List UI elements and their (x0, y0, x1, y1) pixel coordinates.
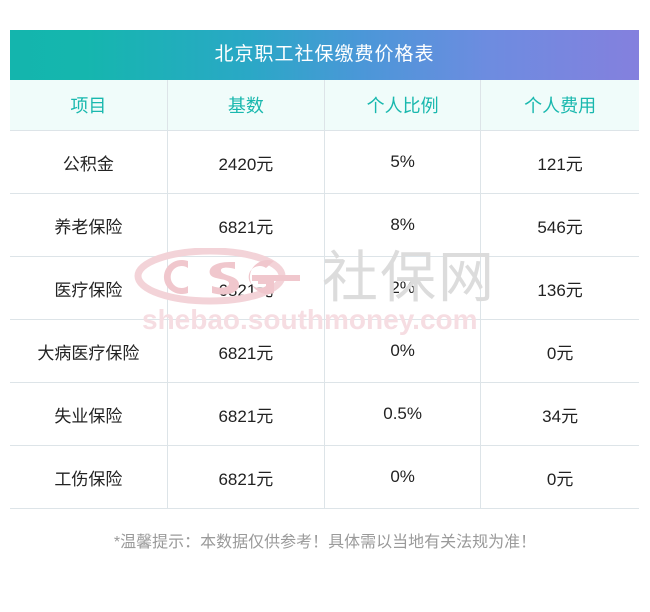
cell-rate: 5% (324, 130, 482, 194)
cell-item: 失业保险 (10, 382, 168, 446)
cell-item: 医疗保险 (10, 256, 168, 320)
table-row: 失业保险 6821元 0.5% 34元 (10, 382, 639, 446)
cell-item: 大病医疗保险 (10, 319, 168, 383)
footer-disclaimer: *温馨提示：本数据仅供参考！具体需以当地有关法规为准！ (113, 534, 537, 551)
cell-rate: 8% (324, 193, 482, 257)
cell-base: 6821元 (167, 445, 326, 509)
cell-base: 2420元 (167, 130, 326, 194)
cell-rate: 2% (324, 256, 482, 320)
table-row: 医疗保险 6821元 2% 136元 (10, 256, 639, 320)
cell-base: 6821元 (167, 382, 326, 446)
cell-item: 公积金 (10, 130, 168, 194)
social-insurance-table: 项目 基数 个人比例 个人费用 公积金 2420元 5% 121元 养老保险 6… (10, 80, 639, 509)
cell-rate: 0% (324, 319, 482, 383)
table-row: 公积金 2420元 5% 121元 (10, 130, 639, 194)
cell-base: 6821元 (167, 193, 326, 257)
column-header-base: 基数 (167, 80, 326, 131)
cell-item: 工伤保险 (10, 445, 168, 509)
price-table-container: 北京职工社保缴费价格表 项目 基数 个人比例 个人费用 公积金 2420元 5%… (10, 30, 639, 509)
table-header-row: 项目 基数 个人比例 个人费用 (10, 80, 639, 131)
cell-rate: 0.5% (324, 382, 482, 446)
cell-fee: 0元 (480, 445, 639, 509)
table-row: 工伤保险 6821元 0% 0元 (10, 445, 639, 509)
column-header-item: 项目 (10, 80, 168, 131)
cell-item: 养老保险 (10, 193, 168, 257)
cell-base: 6821元 (167, 256, 326, 320)
cell-base: 6821元 (167, 319, 326, 383)
cell-fee: 34元 (480, 382, 639, 446)
table-row: 养老保险 6821元 8% 546元 (10, 193, 639, 257)
column-header-rate: 个人比例 (324, 80, 482, 131)
cell-fee: 546元 (480, 193, 639, 257)
table-title: 北京职工社保缴费价格表 (10, 30, 639, 80)
cell-fee: 136元 (480, 256, 639, 320)
table-row: 大病医疗保险 6821元 0% 0元 (10, 319, 639, 383)
column-header-fee: 个人费用 (480, 80, 639, 131)
cell-rate: 0% (324, 445, 482, 509)
cell-fee: 121元 (480, 130, 639, 194)
cell-fee: 0元 (480, 319, 639, 383)
